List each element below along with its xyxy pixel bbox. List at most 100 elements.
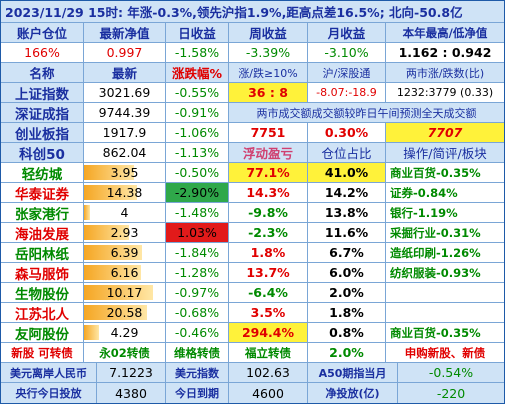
stock-row[interactable]: 友阿股份 4.29 -0.46% 294.4% 0.8% 商业百货-0.35% xyxy=(1,323,504,343)
stock-name: 友阿股份 xyxy=(1,323,84,343)
ipo-note: 申购新股、新债 xyxy=(386,343,504,363)
daily-return-value: -1.58% xyxy=(166,43,229,63)
stock-price-cell: 10.17 xyxy=(84,283,166,303)
stock-position: 2.0% xyxy=(308,283,386,303)
index-change: -0.91% xyxy=(166,103,229,123)
notes-header: 操作/简评/板块 xyxy=(386,143,504,163)
index-row-shanghai[interactable]: 上证指数 3021.69 -0.55% 36 : 8 -8.07:-18.9 1… xyxy=(1,83,504,103)
bond-name-2: 维格转债 xyxy=(166,343,229,363)
stock-note: 商业百货-0.35% xyxy=(386,163,504,183)
stock-pnl: 77.1% xyxy=(229,163,308,183)
stock-row[interactable]: 江苏北人 20.58 -0.68% 3.5% 1.8% xyxy=(1,303,504,323)
stock-change: -0.97% xyxy=(166,283,229,303)
stock-price: 4 xyxy=(120,205,129,220)
stock-note: 纺织服装-0.93% xyxy=(386,263,504,283)
net-injection-label: 净投放(亿) xyxy=(308,383,398,403)
a50-value: -0.54% xyxy=(398,363,504,383)
stock-note xyxy=(386,303,504,323)
stock-price-cell: 20.58 xyxy=(84,303,166,323)
stock-change: -1.28% xyxy=(166,263,229,283)
maturity-label: 今日到期 xyxy=(166,383,229,403)
stock-position: 0.8% xyxy=(308,323,386,343)
pboc-injection-label: 央行今日投放 xyxy=(1,383,97,403)
stock-change: -0.50% xyxy=(166,163,229,183)
stock-pnl: 294.4% xyxy=(229,323,308,343)
stock-change: -1.48% xyxy=(166,203,229,223)
stock-row[interactable]: 轻纺城 3.95 -0.50% 77.1% 41.0% 商业百货-0.35% xyxy=(1,163,504,183)
index-row-shenzhen[interactable]: 深证成指 9744.39 -0.91% 两市成交额成交额较昨日午间预测全天成交额 xyxy=(1,103,504,123)
stock-price: 6.16 xyxy=(110,265,139,280)
price-bar xyxy=(84,185,138,200)
change-pct-header: 涨跌幅% xyxy=(166,63,229,83)
stock-name: 海油发展 xyxy=(1,223,84,243)
stock-pnl: -2.3% xyxy=(229,223,308,243)
weekly-return-value: -3.39% xyxy=(229,43,308,63)
stock-price: 20.58 xyxy=(106,305,143,320)
price-bar xyxy=(84,305,148,320)
a50-label: A50期指当月 xyxy=(308,363,398,383)
index-price: 3021.69 xyxy=(84,83,166,103)
stock-row[interactable]: 生物股份 10.17 -0.97% -6.4% 2.0% xyxy=(1,283,504,303)
dxy-value: 102.63 xyxy=(229,363,308,383)
stock-name: 森马服饰 xyxy=(1,263,84,283)
northbound-value: -8.07:-18.9 xyxy=(308,83,386,103)
stock-position: 11.6% xyxy=(308,223,386,243)
stock-price: 10.17 xyxy=(106,285,143,300)
stock-price: 4.29 xyxy=(110,325,139,340)
index-price: 862.04 xyxy=(84,143,166,163)
price-bar xyxy=(84,225,129,240)
index-row-star50[interactable]: 科创50 862.04 -1.13% 浮动盈亏 仓位占比 操作/简评/板块 xyxy=(1,143,504,163)
stock-note: 造纸印刷-1.26% xyxy=(386,243,504,263)
index-name: 深证成指 xyxy=(1,103,84,123)
stock-row[interactable]: 张家港行 4 -1.48% -9.8% 13.8% 银行-1.19% xyxy=(1,203,504,223)
name-header: 名称 xyxy=(1,63,84,83)
stock-pnl: -6.4% xyxy=(229,283,308,303)
year-high-low-header: 本年最高/低净值 xyxy=(386,23,504,43)
stock-price: 3.95 xyxy=(110,165,139,180)
footer-fx-row: 美元离岸人民币 7.1223 美元指数 102.63 A50期指当月 -0.54… xyxy=(1,363,504,383)
stock-name: 华泰证券 xyxy=(1,183,84,203)
footer-pboc-row: 央行今日投放 4380 今日到期 4600 净投放(亿) -220 xyxy=(1,383,504,403)
index-change: -1.13% xyxy=(166,143,229,163)
stock-row[interactable]: 海油发展 2.93 1.03% -2.3% 11.6% 采掘行业-0.31% xyxy=(1,223,504,243)
bond-name-3: 福立转债 xyxy=(229,343,308,363)
latest-nav-value: 0.997 xyxy=(84,43,166,63)
year-high-low-value: 1.162 : 0.942 xyxy=(386,43,504,63)
monthly-return-header: 月收益 xyxy=(308,23,386,43)
stock-row[interactable]: 岳阳林纸 6.39 -1.84% 1.8% 6.7% 造纸印刷-1.26% xyxy=(1,243,504,263)
stock-price-cell: 4 xyxy=(84,203,166,223)
account-values-row: 166% 0.997 -1.58% -3.39% -3.10% 1.162 : … xyxy=(1,43,504,63)
stock-note xyxy=(386,283,504,303)
index-name: 创业板指 xyxy=(1,123,84,143)
stock-pnl: 1.8% xyxy=(229,243,308,263)
stock-name: 轻纺城 xyxy=(1,163,84,183)
turnover-value: 7751 xyxy=(229,123,308,143)
stock-price-cell: 6.39 xyxy=(84,243,166,263)
index-change: -1.06% xyxy=(166,123,229,143)
bond-ratio: 2.0% xyxy=(308,343,386,363)
account-header-row: 账户仓位 最新净值 日收益 周收益 月收益 本年最高/低净值 xyxy=(1,23,504,43)
stock-position: 13.8% xyxy=(308,203,386,223)
stock-price: 6.39 xyxy=(110,245,139,260)
stock-price-cell: 2.93 xyxy=(84,223,166,243)
stock-change: -2.90% xyxy=(166,183,229,203)
index-row-chinext[interactable]: 创业板指 1917.9 -1.06% 7751 0.30% 7707 xyxy=(1,123,504,143)
stock-row[interactable]: 华泰证券 14.38 -2.90% 14.3% 14.2% 证券-0.84% xyxy=(1,183,504,203)
stock-row[interactable]: 森马服饰 6.16 -1.28% 13.7% 6.0% 纺织服装-0.93% xyxy=(1,263,504,283)
index-header-row: 名称 最新 涨跌幅% 涨/跌≥10% 沪/深股通 两市涨/跌数(比) xyxy=(1,63,504,83)
dxy-label: 美元指数 xyxy=(166,363,229,383)
northbound-header: 沪/深股通 xyxy=(308,63,386,83)
bond-row[interactable]: 新股 可转债 永02转债 维格转债 福立转债 2.0% 申购新股、新债 xyxy=(1,343,504,363)
breadth-header: 两市涨/跌数(比) xyxy=(386,63,504,83)
stock-pnl: -9.8% xyxy=(229,203,308,223)
stock-position: 6.0% xyxy=(308,263,386,283)
stock-price-cell: 14.38 xyxy=(84,183,166,203)
weekly-return-header: 周收益 xyxy=(229,23,308,43)
stock-change: -0.68% xyxy=(166,303,229,323)
stock-pnl: 13.7% xyxy=(229,263,308,283)
account-position-header: 账户仓位 xyxy=(1,23,84,43)
stock-position: 1.8% xyxy=(308,303,386,323)
index-change: -0.55% xyxy=(166,83,229,103)
latest-nav-header: 最新净值 xyxy=(84,23,166,43)
